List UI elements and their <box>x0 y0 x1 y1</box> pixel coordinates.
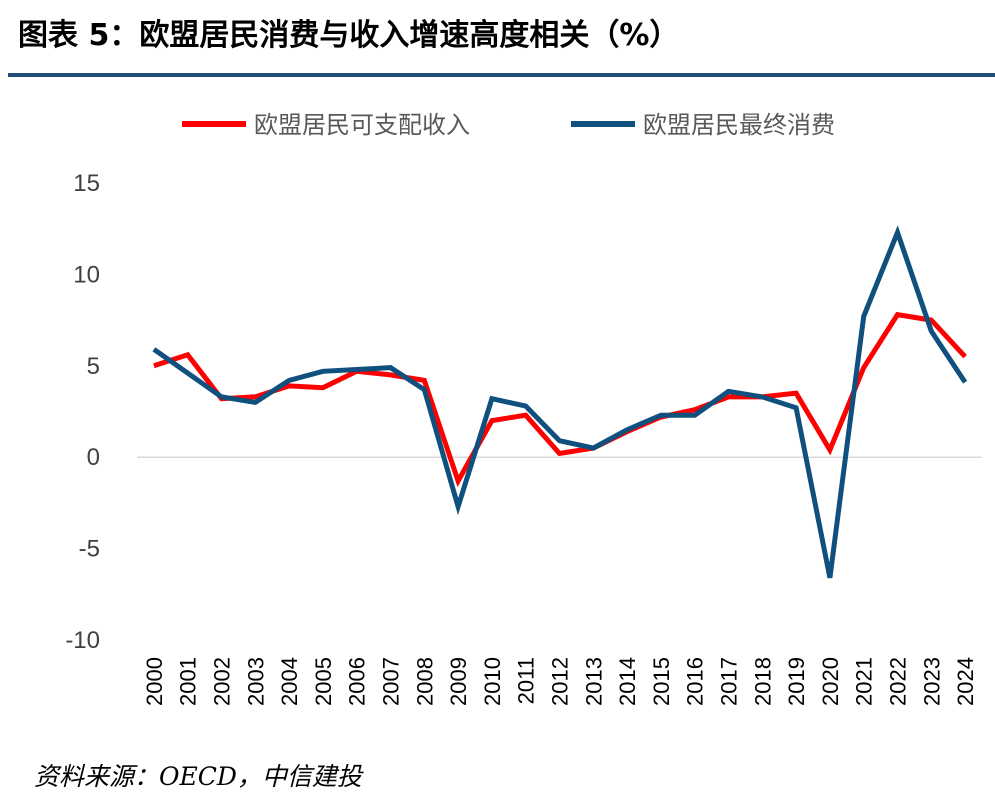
x-tick-label: 2019 <box>784 657 809 706</box>
x-axis-ticks: 2000 2001 2002 2003 2004 2005 2006 2007 2008 2009… <box>142 657 978 706</box>
x-tick-label: 2001 <box>176 657 201 706</box>
series-line-1 <box>153 311 967 488</box>
x-tick-label: 2013 <box>581 657 606 706</box>
x-tick-label: 2005 <box>311 657 336 706</box>
x-tick-label: 2011 <box>514 657 539 704</box>
x-tick-label: 2004 <box>277 657 302 706</box>
x-tick-label: 2018 <box>750 657 775 706</box>
source-note: 资料来源：OECD，中信建投 <box>34 762 362 791</box>
x-tick-label: 2020 <box>818 657 843 706</box>
x-tick-label: 2015 <box>649 657 674 706</box>
x-tick-label: 2003 <box>243 657 268 706</box>
x-tick-label: 2000 <box>142 657 167 706</box>
y-tick-label: -5 <box>79 536 100 563</box>
x-tick-label: 2002 <box>210 657 235 706</box>
series-line-2 <box>152 225 968 579</box>
figure-title: 图表 5：欧盟居民消费与收入增速高度相关（%） <box>18 18 680 53</box>
series-lines <box>152 225 968 579</box>
y-tick-label: 10 <box>73 261 100 288</box>
x-tick-label: 2009 <box>446 657 471 706</box>
legend-label-1: 欧盟居民可支配收入 <box>254 111 470 139</box>
x-tick-label: 2022 <box>886 657 911 706</box>
x-tick-label: 2017 <box>717 657 742 706</box>
x-tick-label: 2007 <box>379 657 404 706</box>
legend-label-2: 欧盟居民最终消费 <box>643 111 835 139</box>
y-tick-label: 0 <box>87 444 100 471</box>
y-tick-label: 15 <box>73 170 100 197</box>
x-tick-label: 2010 <box>480 657 505 706</box>
y-tick-label: -10 <box>65 627 100 654</box>
x-tick-label: 2024 <box>953 657 978 706</box>
y-tick-label: 5 <box>87 353 100 380</box>
x-tick-label: 2023 <box>919 657 944 706</box>
x-tick-label: 2016 <box>683 657 708 706</box>
x-tick-label: 2014 <box>615 657 640 706</box>
y-axis-ticks: 15 10 5 0 -5 -10 <box>65 170 100 654</box>
x-tick-label: 2006 <box>345 657 370 706</box>
legend: 欧盟居民可支配收入 欧盟居民最终消费 <box>182 111 835 139</box>
x-tick-label: 2008 <box>412 657 437 706</box>
title-divider <box>8 73 995 77</box>
x-tick-label: 2021 <box>852 657 877 706</box>
x-tick-label: 2012 <box>548 657 573 706</box>
